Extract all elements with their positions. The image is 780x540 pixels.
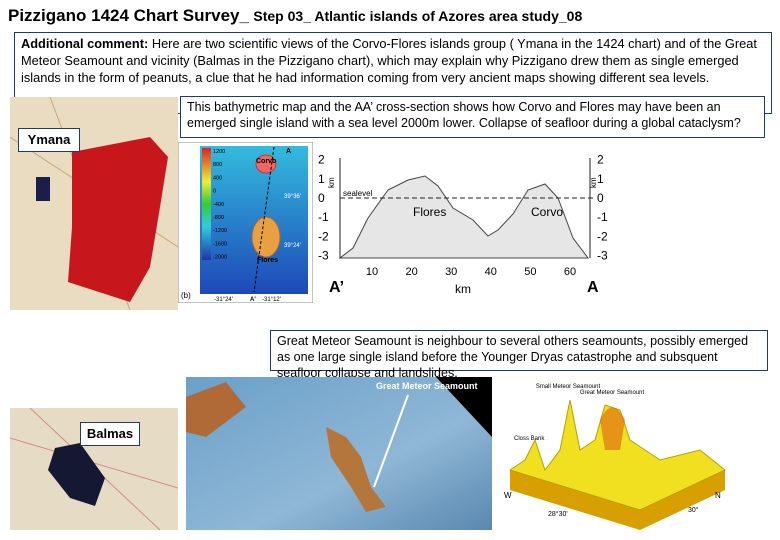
place-label: Flores	[257, 257, 278, 264]
y-tick-label: -3	[597, 249, 608, 263]
comment-label: Additional comment:	[21, 36, 149, 51]
seamount-relief: Great Meteor Seamount	[186, 377, 492, 530]
x-tick-label: 30	[445, 266, 457, 278]
x-tick-label: 50	[524, 266, 536, 278]
comment-text: Here are two scientific views of the Cor…	[21, 36, 757, 85]
scale-label: 0	[213, 189, 216, 195]
block	[510, 470, 725, 530]
scale-label: 1200	[213, 149, 225, 155]
end-label: A	[587, 279, 599, 296]
y-axis-label: km	[589, 177, 598, 188]
scale-label: -400	[213, 202, 224, 208]
island	[36, 177, 50, 201]
lat-label: 39°36'	[284, 194, 301, 200]
island	[68, 137, 168, 302]
x-tick-label: 60	[564, 266, 576, 278]
section-line	[253, 146, 275, 293]
place-label: Flores	[413, 205, 446, 219]
place-label: Corvo	[256, 158, 276, 165]
peak-label: Closs Bank	[514, 436, 545, 442]
relief	[186, 382, 246, 437]
caption: This bathymetric map and the AA’ cross-s…	[180, 96, 765, 138]
axis-label: N	[715, 491, 721, 500]
x-axis-label: km	[455, 282, 471, 296]
axis-label: 28°30'	[548, 510, 568, 518]
profile	[338, 175, 589, 259]
y-tick-label: -3	[318, 249, 329, 263]
scale-label: 400	[213, 175, 222, 181]
island	[48, 443, 105, 506]
relief	[326, 427, 386, 512]
y-tick-label: 2	[597, 153, 604, 167]
y-tick-label: -2	[597, 229, 608, 243]
y-tick-label: -2	[318, 229, 329, 243]
color-scale	[202, 148, 211, 260]
y-tick-label: 1	[318, 172, 325, 186]
y-tick-label: 0	[597, 191, 604, 205]
sea	[200, 146, 308, 294]
x-tick-label: 40	[485, 266, 497, 278]
axis-label: W	[504, 491, 512, 500]
balmas-label: Balmas	[80, 422, 140, 446]
y-tick-label: 0	[318, 191, 325, 205]
place-label: Corvo	[531, 205, 563, 219]
ymana-label: Ymana	[18, 128, 80, 152]
scale-label: -1600	[213, 241, 227, 247]
bathymetric-map: 1200 800 400 0 -400 -800 -1200 -1600 -2000 Corvo F…	[178, 142, 313, 303]
lat-label: 39°24'	[284, 243, 301, 249]
lon-label: -31°24'	[214, 297, 233, 303]
y-axis-label: km	[327, 177, 336, 188]
header: Pizzigano 1424 Chart Survey_ Step 03_ At…	[8, 6, 582, 26]
pointer-label: Great Meteor Seamount	[376, 381, 478, 391]
end-label: A'	[250, 297, 256, 303]
lon-label: -31°12'	[262, 297, 281, 303]
y-tick-label: -1	[597, 210, 608, 224]
end-label: A	[286, 148, 291, 155]
peak-label: Great Meteor Seamount	[580, 390, 645, 396]
y-tick-label: 1	[597, 172, 604, 186]
scale-label: -800	[213, 215, 224, 221]
peak-label: Small Meteor Seamount	[536, 384, 601, 390]
x-tick-label: 10	[366, 266, 378, 278]
panel-label: (b)	[181, 291, 191, 300]
end-label: A’	[329, 279, 344, 296]
island	[251, 216, 281, 258]
scale-label: -2000	[213, 255, 227, 261]
axis-label: 30°	[688, 506, 699, 514]
surface-peak	[600, 407, 625, 450]
arrow	[373, 394, 409, 488]
caption: Great Meteor Seamount is neighbour to se…	[270, 330, 768, 380]
surface	[508, 399, 726, 511]
scale-label: 800	[213, 162, 222, 168]
y-tick-label: -1	[318, 210, 329, 224]
x-tick-label: 20	[405, 266, 417, 278]
subtitle: Step 03_ Atlantic islands of Azores area…	[253, 8, 583, 24]
title: Pizzigano 1424 Chart Survey_	[8, 6, 249, 25]
sealevel-label: sealevel	[343, 189, 373, 198]
scale-label: -1200	[213, 228, 227, 234]
y-tick-label: 2	[318, 153, 325, 167]
